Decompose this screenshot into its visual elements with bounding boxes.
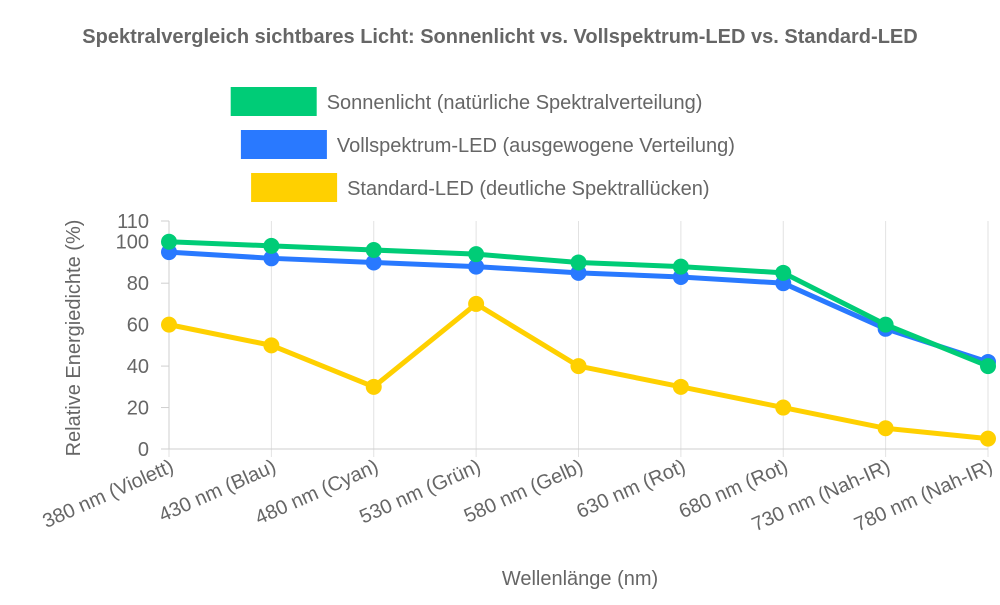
data-point — [468, 246, 485, 263]
data-point — [263, 337, 280, 354]
x-axis-ticks: 380 nm (Violett)430 nm (Blau)480 nm (Cya… — [39, 455, 996, 536]
y-axis-label: Relative Energiedichte (%) — [63, 220, 85, 457]
data-point — [877, 420, 894, 437]
data-point — [365, 242, 382, 259]
y-tick-label: 80 — [127, 273, 149, 295]
x-tick-label: 630 nm (Rot) — [573, 455, 689, 523]
series-layer — [161, 233, 996, 447]
x-axis-label: Wellenlänge (nm) — [502, 568, 658, 590]
data-point — [672, 258, 689, 275]
y-tick-label: 110 — [117, 211, 149, 233]
legend: Sonnenlicht (natürliche Spektralverteilu… — [230, 87, 735, 202]
data-point — [570, 254, 587, 271]
y-tick-label: 40 — [127, 356, 149, 378]
y-tick-label: 100 — [116, 232, 149, 254]
data-point — [570, 358, 587, 375]
legend-swatch — [230, 87, 317, 116]
data-point — [672, 378, 689, 395]
data-point — [980, 358, 996, 375]
data-point — [263, 237, 280, 254]
data-point — [161, 233, 177, 250]
data-point — [877, 316, 894, 333]
x-tick-label: 380 nm (Violett) — [39, 455, 177, 532]
legend-label: Sonnenlicht (natürliche Spektralverteilu… — [327, 92, 703, 114]
data-point — [263, 250, 280, 267]
data-point — [365, 378, 382, 395]
legend-label: Standard-LED (deutliche Spektrallücken) — [347, 178, 709, 200]
data-point — [775, 399, 792, 416]
legend-swatch — [251, 173, 338, 202]
data-point — [980, 430, 996, 447]
legend-swatch — [240, 130, 327, 159]
y-tick-label: 0 — [138, 439, 149, 461]
chart-title: Spektralvergleich sichtbares Licht: Sonn… — [82, 26, 917, 48]
data-point — [365, 254, 382, 271]
data-point — [468, 258, 485, 275]
y-tick-label: 20 — [127, 398, 149, 420]
y-tick-label: 60 — [127, 315, 149, 337]
legend-label: Vollspektrum-LED (ausgewogene Verteilung… — [337, 135, 735, 157]
data-point — [775, 264, 792, 281]
data-point — [468, 295, 485, 312]
data-point — [161, 316, 177, 333]
